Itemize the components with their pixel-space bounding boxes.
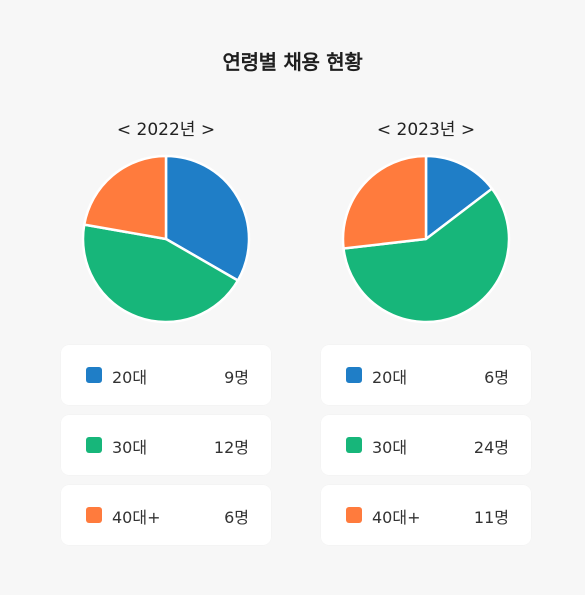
legend-item-30s: 30대 12명 <box>61 415 271 475</box>
year-label-2022: < 2022년 > <box>116 120 216 140</box>
legend-label: 40대+ <box>112 508 161 527</box>
pie-slice-30대 <box>81 223 240 324</box>
year-label-2023: < 2023년 > <box>376 120 476 140</box>
pie-slice-40대+ <box>83 154 168 241</box>
legend-swatch-30s <box>346 437 362 453</box>
pie-slice-20대 <box>424 154 494 241</box>
legend-label: 40대+ <box>372 508 421 527</box>
legend-label: 20대 <box>112 368 148 387</box>
legend-value: 6명 <box>224 508 249 527</box>
legend-item-20s: 20대 6명 <box>321 345 531 405</box>
legend-swatch-20s <box>346 367 362 383</box>
legend-item-30s: 30대 24명 <box>321 415 531 475</box>
pie-chart-2022 <box>81 154 251 324</box>
legend-label: 30대 <box>112 438 148 457</box>
legend-value: 12명 <box>213 438 249 457</box>
legend-item-40s: 40대+ 11명 <box>321 485 531 545</box>
legend-label: 20대 <box>372 368 408 387</box>
legend-swatch-40s <box>346 507 362 523</box>
legend-item-40s: 40대+ 6명 <box>61 485 271 545</box>
pie-chart-2023 <box>341 154 511 324</box>
legend-value: 24명 <box>473 438 509 457</box>
chart-title: 연령별 채용 현황 <box>222 50 363 74</box>
legend-value: 11명 <box>473 508 509 527</box>
legend-item-20s: 20대 9명 <box>61 345 271 405</box>
legend-swatch-40s <box>86 507 102 523</box>
legend-value: 6명 <box>484 368 509 387</box>
pie-slice-20대 <box>164 154 251 282</box>
legend-swatch-30s <box>86 437 102 453</box>
legend-swatch-20s <box>86 367 102 383</box>
pie-slice-30대 <box>342 187 511 324</box>
legend-label: 30대 <box>372 438 408 457</box>
legend-value: 9명 <box>224 368 249 387</box>
pie-slice-40대+ <box>341 154 428 250</box>
